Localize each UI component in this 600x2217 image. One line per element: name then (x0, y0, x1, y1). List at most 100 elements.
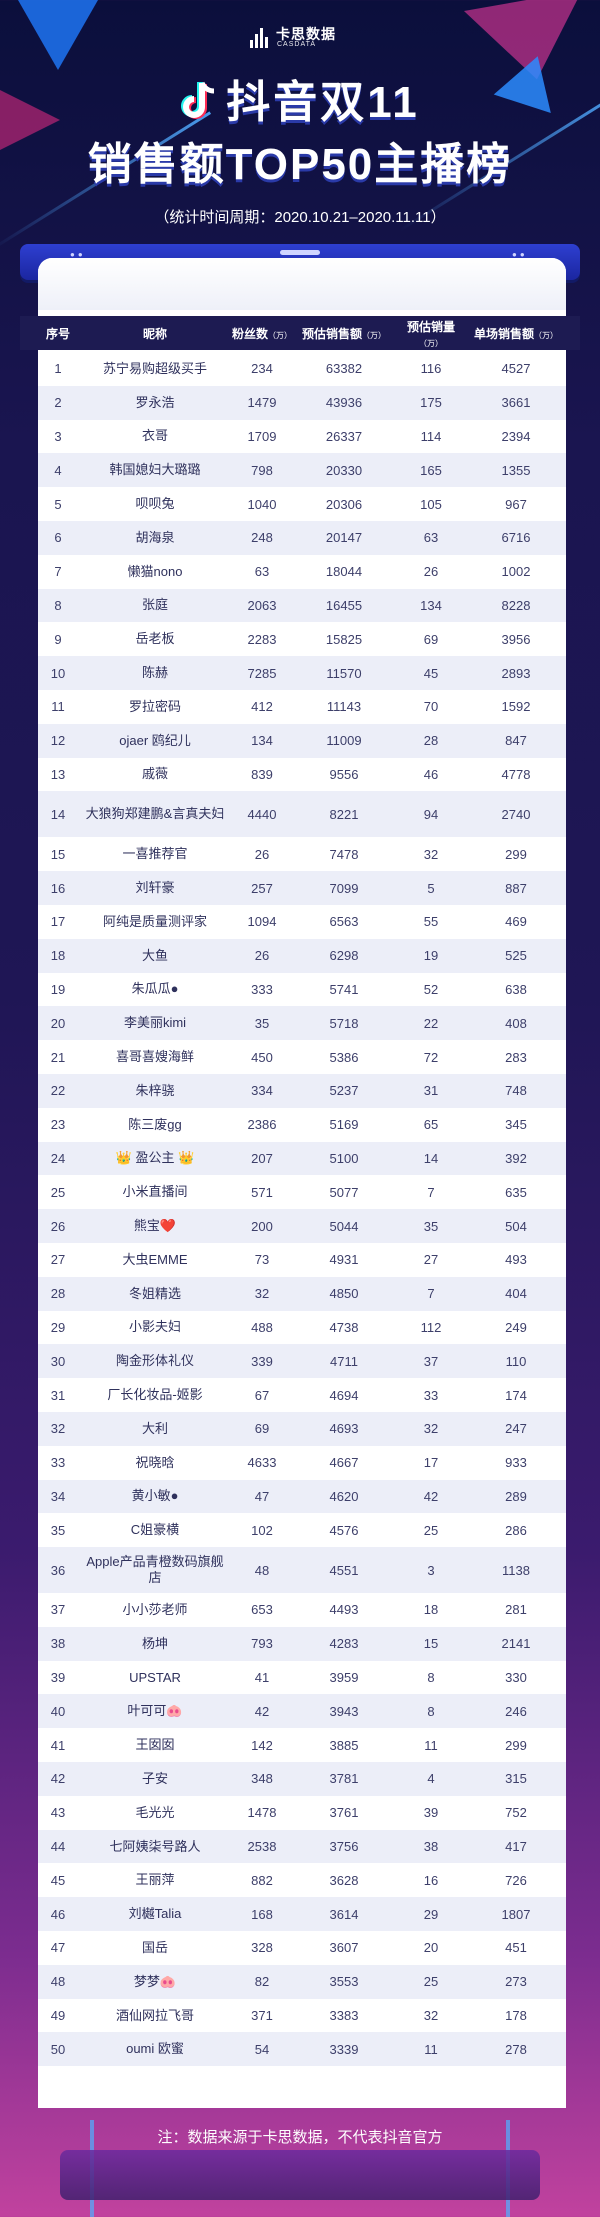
table-row: 40 叶可可🐽 42 3943 8 246 (38, 1694, 566, 1729)
est-volume-cell: 105 (420, 496, 442, 512)
per-show-sales-cell: 847 (505, 733, 527, 749)
nickname-cell: 大狼狗郑建鹏&言真夫妇 (85, 806, 225, 822)
fans-cell: 1479 (247, 395, 277, 411)
est-volume-cell: 165 (420, 462, 442, 478)
fans-cell: 42 (254, 1703, 270, 1719)
table-row: 37 小小莎老师 653 4493 18 281 (38, 1593, 566, 1627)
table-row: 45 王丽萍 882 3628 16 726 (38, 1863, 566, 1898)
table-row: 12 ojaer 鸥纪儿 134 11009 28 847 (38, 723, 566, 758)
rank-cell: 17 (50, 914, 66, 930)
est-sales-cell: 5718 (329, 1015, 359, 1031)
est-sales-cell: 4738 (329, 1319, 359, 1335)
est-volume-cell: 134 (420, 597, 442, 613)
fans-cell: 69 (254, 1421, 270, 1437)
est-volume-cell: 27 (423, 1252, 439, 1268)
est-sales-cell: 3959 (329, 1670, 359, 1686)
table-header-bg (20, 316, 580, 350)
est-sales-cell: 5077 (329, 1184, 359, 1200)
table-row: 41 王囡囡 142 3885 11 299 (38, 1728, 566, 1763)
est-sales-cell: 4711 (330, 1353, 358, 1369)
per-show-sales-cell: 6716 (501, 530, 531, 546)
est-volume-cell: 15 (423, 1636, 439, 1652)
rank-cell: 18 (50, 948, 66, 964)
rank-cell: 34 (50, 1488, 66, 1504)
table-row: 46 刘樾Talia 168 3614 29 1807 (38, 1897, 566, 1932)
est-sales-cell: 5741 (329, 981, 359, 997)
rank-cell: 43 (50, 1805, 66, 1821)
rank-cell: 46 (50, 1906, 66, 1922)
est-volume-cell: 112 (420, 1319, 442, 1335)
est-sales-cell: 4693 (329, 1421, 359, 1437)
per-show-sales-cell: 299 (505, 846, 527, 862)
brand-name: 卡思数据 (276, 26, 336, 42)
fans-cell: 2063 (247, 597, 277, 613)
fans-cell: 248 (251, 530, 273, 546)
frame-handle (280, 250, 320, 255)
fans-cell: 54 (254, 2041, 270, 2057)
table-row: 19 朱瓜瓜● 333 5741 52 638 (38, 972, 566, 1007)
rank-cell: 33 (50, 1455, 66, 1471)
est-sales-cell: 20330 (325, 462, 363, 478)
fans-cell: 48 (254, 1562, 270, 1578)
nickname-cell: 王囡囡 (135, 1737, 175, 1753)
est-sales-cell: 8221 (329, 806, 359, 822)
nickname-cell: 陈三废gg (128, 1116, 182, 1132)
brand-logo: 卡思数据 CASDATA (250, 22, 360, 52)
rank-cell: 19 (50, 981, 66, 997)
nickname-cell: 懒猫nono (127, 563, 183, 579)
table-row: 21 喜哥喜嫂海鲜 450 5386 72 283 (38, 1040, 566, 1074)
fans-cell: 67 (254, 1387, 270, 1403)
per-show-sales-cell: 2740 (501, 806, 531, 822)
nickname-cell: 熊宝❤️ (133, 1218, 177, 1234)
nickname-cell: Apple产品青橙数码旗舰店 (86, 1554, 224, 1586)
est-sales-cell: 3628 (329, 1872, 359, 1888)
page-subtitle: 销售额TOP50主播榜 (87, 140, 513, 189)
rank-cell: 24 (50, 1150, 66, 1166)
table-row: 38 杨坤 793 4283 15 2141 (38, 1626, 566, 1661)
rank-cell: 6 (54, 530, 62, 546)
table-row: 10 陈赫 7285 11570 45 2893 (38, 656, 566, 690)
per-show-sales-cell: 2141 (501, 1636, 531, 1652)
table-row: 39 UPSTAR 41 3959 8 330 (38, 1660, 566, 1695)
fans-cell: 488 (251, 1319, 273, 1335)
est-sales-cell: 7099 (329, 880, 359, 896)
per-show-sales-cell: 967 (505, 496, 527, 512)
column-header-est-volume: 预估销量（万） (406, 319, 455, 348)
rank-cell: 21 (50, 1049, 66, 1065)
nickname-cell: 刘樾Talia (128, 1906, 182, 1922)
nickname-cell: 戚薇 (141, 766, 168, 782)
per-show-sales-cell: 748 (505, 1083, 527, 1099)
table-row: 49 酒仙网拉飞哥 371 3383 32 178 (38, 1998, 566, 2033)
est-sales-cell: 20306 (325, 496, 363, 512)
est-volume-cell: 22 (423, 1015, 439, 1031)
fans-cell: 47 (254, 1488, 270, 1504)
table-row: 35 C姐豪横 102 4576 25 286 (38, 1513, 566, 1548)
rank-cell: 5 (54, 496, 62, 512)
brand-sub: CASDATA (277, 41, 317, 48)
per-show-sales-cell: 635 (505, 1184, 527, 1200)
fans-cell: 1709 (247, 428, 277, 444)
per-show-sales-cell: 174 (505, 1387, 527, 1403)
fans-cell: 234 (251, 361, 273, 377)
est-volume-cell: 19 (423, 948, 439, 964)
est-sales-cell: 11570 (326, 665, 362, 681)
table-row: 22 朱梓骁 334 5237 31 748 (38, 1073, 566, 1108)
decor-triangle (0, 90, 60, 150)
est-sales-cell: 5237 (329, 1083, 359, 1099)
est-sales-cell: 18044 (325, 564, 363, 580)
per-show-sales-cell: 246 (505, 1703, 527, 1719)
est-sales-cell: 11009 (326, 733, 362, 749)
nickname-cell: 一喜推荐官 (122, 846, 188, 862)
fans-cell: 35 (254, 1015, 270, 1031)
fans-cell: 2538 (247, 1839, 277, 1855)
nickname-cell: 苏宁易购超级买手 (102, 360, 207, 376)
est-volume-cell: 52 (423, 981, 439, 997)
rank-cell: 47 (50, 1940, 66, 1956)
fans-cell: 207 (251, 1150, 273, 1166)
table-row: 5 呗呗兔 1040 20306 105 967 (38, 487, 566, 521)
nickname-cell: C姐豪横 (130, 1522, 180, 1538)
est-volume-cell: 33 (423, 1387, 439, 1403)
title-line1: 抖音双11 (226, 78, 420, 127)
est-sales-cell: 6298 (329, 948, 359, 964)
table-row: 25 小米直播间 571 5077 7 635 (38, 1175, 566, 1210)
